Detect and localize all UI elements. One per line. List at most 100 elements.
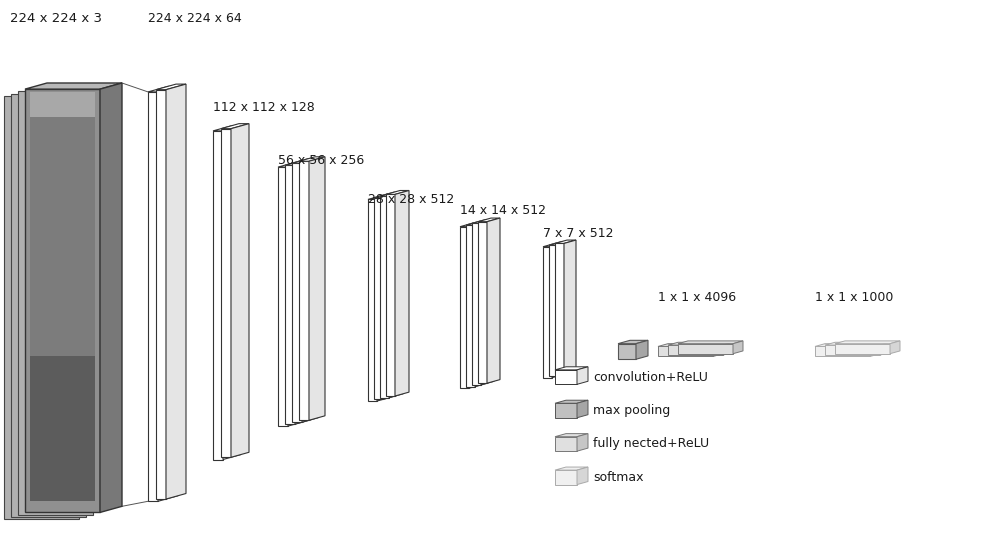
Polygon shape	[299, 157, 325, 161]
Polygon shape	[636, 340, 648, 359]
Polygon shape	[278, 167, 288, 426]
Polygon shape	[156, 84, 186, 90]
Polygon shape	[475, 222, 488, 387]
Polygon shape	[368, 196, 391, 199]
Polygon shape	[825, 345, 880, 355]
Polygon shape	[295, 160, 311, 424]
Polygon shape	[558, 242, 570, 376]
Polygon shape	[395, 190, 409, 396]
Polygon shape	[815, 344, 880, 346]
Polygon shape	[890, 341, 900, 354]
Polygon shape	[478, 218, 500, 222]
Text: 56 x 56 x 256: 56 x 56 x 256	[278, 154, 364, 167]
Polygon shape	[292, 163, 302, 422]
Polygon shape	[723, 342, 733, 355]
Polygon shape	[713, 344, 723, 356]
Polygon shape	[469, 223, 482, 388]
Polygon shape	[870, 344, 880, 356]
Polygon shape	[221, 129, 231, 457]
Polygon shape	[389, 192, 403, 398]
Polygon shape	[678, 344, 733, 354]
Text: max pooling: max pooling	[593, 404, 670, 417]
Polygon shape	[555, 367, 588, 370]
Text: 28 x 28 x 512: 28 x 28 x 512	[368, 193, 454, 206]
Polygon shape	[549, 242, 570, 245]
Polygon shape	[292, 159, 318, 163]
Polygon shape	[213, 131, 223, 460]
Polygon shape	[825, 342, 890, 345]
Polygon shape	[481, 220, 494, 385]
Polygon shape	[374, 194, 397, 198]
Text: 1 x 1 x 1000: 1 x 1 x 1000	[815, 291, 893, 304]
Polygon shape	[11, 94, 86, 517]
Polygon shape	[658, 346, 713, 356]
Polygon shape	[552, 243, 564, 378]
Polygon shape	[213, 126, 241, 131]
Polygon shape	[555, 403, 577, 418]
Text: 14 x 14 x 512: 14 x 14 x 512	[460, 204, 546, 217]
Polygon shape	[4, 96, 79, 519]
Polygon shape	[148, 92, 158, 501]
Polygon shape	[658, 344, 723, 346]
Polygon shape	[466, 222, 488, 225]
Polygon shape	[231, 124, 249, 457]
Polygon shape	[460, 223, 482, 227]
Polygon shape	[100, 83, 122, 512]
Polygon shape	[555, 370, 577, 384]
Polygon shape	[880, 342, 890, 355]
Polygon shape	[487, 218, 500, 383]
Polygon shape	[577, 367, 588, 384]
Polygon shape	[549, 245, 558, 376]
Polygon shape	[555, 470, 577, 485]
Polygon shape	[383, 194, 397, 399]
Text: convolution+ReLU: convolution+ReLU	[593, 370, 708, 384]
Polygon shape	[543, 243, 564, 247]
Polygon shape	[543, 247, 552, 378]
Polygon shape	[377, 196, 391, 401]
Polygon shape	[555, 400, 588, 403]
Polygon shape	[30, 356, 95, 501]
Polygon shape	[555, 467, 588, 470]
Polygon shape	[25, 83, 122, 89]
Polygon shape	[30, 92, 95, 117]
Polygon shape	[555, 240, 576, 243]
Polygon shape	[374, 198, 383, 399]
Polygon shape	[466, 225, 475, 387]
Polygon shape	[835, 341, 900, 344]
Polygon shape	[555, 433, 588, 437]
Polygon shape	[555, 437, 577, 451]
Polygon shape	[564, 240, 576, 374]
Text: 224 x 224 x 64: 224 x 224 x 64	[148, 12, 242, 25]
Polygon shape	[18, 91, 93, 515]
Text: 112 x 112 x 128: 112 x 112 x 128	[213, 101, 315, 114]
Polygon shape	[299, 161, 309, 420]
Polygon shape	[158, 86, 178, 501]
Polygon shape	[288, 163, 304, 426]
Polygon shape	[30, 117, 95, 356]
Polygon shape	[555, 243, 564, 374]
Polygon shape	[285, 160, 311, 165]
Polygon shape	[302, 159, 318, 422]
Polygon shape	[285, 165, 295, 424]
Polygon shape	[368, 199, 377, 401]
Polygon shape	[577, 433, 588, 451]
Text: 224 x 224 x 3: 224 x 224 x 3	[10, 12, 102, 25]
Polygon shape	[577, 400, 588, 418]
Text: fully nected+ReLU: fully nected+ReLU	[593, 437, 709, 451]
Polygon shape	[309, 157, 325, 420]
Polygon shape	[678, 341, 743, 344]
Polygon shape	[460, 227, 469, 388]
Polygon shape	[386, 194, 395, 396]
Polygon shape	[815, 346, 870, 356]
Polygon shape	[166, 84, 186, 499]
Polygon shape	[156, 90, 166, 499]
Polygon shape	[668, 345, 723, 355]
Text: softmax: softmax	[593, 471, 644, 484]
Polygon shape	[618, 344, 636, 359]
Polygon shape	[148, 86, 178, 92]
Polygon shape	[733, 341, 743, 354]
Polygon shape	[478, 222, 487, 383]
Text: 7 x 7 x 512: 7 x 7 x 512	[543, 227, 614, 240]
Polygon shape	[380, 192, 403, 196]
Polygon shape	[472, 220, 494, 223]
